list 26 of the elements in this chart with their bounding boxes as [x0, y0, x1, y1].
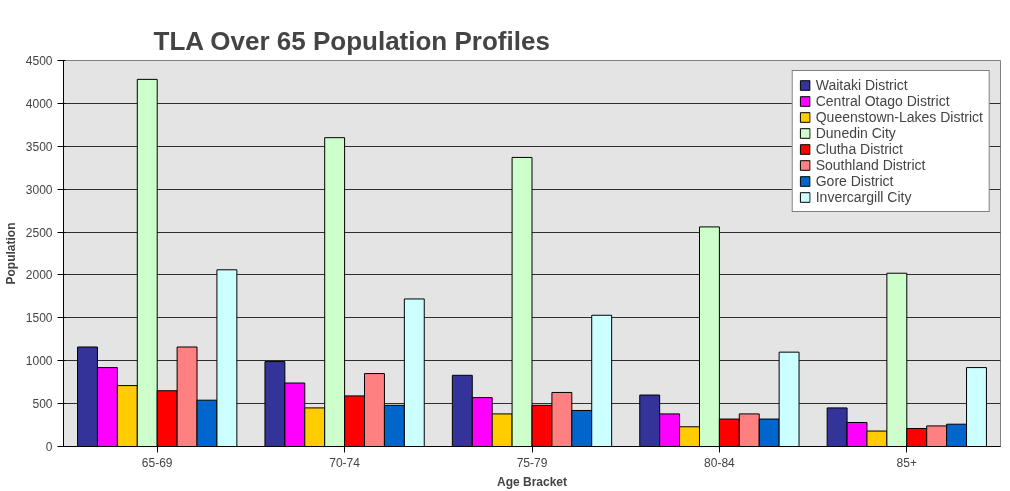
legend-label: Clutha District	[815, 141, 903, 157]
x-tick-label: 70-74	[329, 455, 361, 470]
y-tick-label: 1000	[25, 354, 53, 369]
y-tick-label: 4500	[25, 54, 53, 68]
legend-label: Central Otago District	[815, 93, 950, 109]
y-tick-label: 3000	[25, 182, 53, 197]
x-tick-label: 85+	[896, 455, 917, 470]
x-tick-label: 80-84	[704, 455, 736, 470]
x-tick-label: 75-79	[516, 455, 548, 470]
y-tick-label: 2000	[25, 268, 53, 283]
y-tick-label: 2500	[25, 225, 53, 240]
chart-title: TLA Over 65 Population Profiles	[153, 25, 550, 56]
y-tick-label: 500	[32, 397, 53, 412]
legend-label: Waitaki District	[815, 77, 908, 93]
legend-label: Gore District	[815, 173, 894, 189]
legend-label: Invercargill City	[815, 189, 912, 205]
legend-label: Dunedin City	[815, 125, 896, 141]
y-tick-label: 3500	[25, 139, 53, 154]
legend-label: Queenstown-Lakes District	[815, 109, 983, 125]
x-axis-title: Age Bracket	[496, 474, 568, 489]
x-tick-label: 65-69	[141, 455, 173, 470]
y-axis-title: Population	[3, 222, 18, 285]
legend-label: Southland District	[815, 157, 926, 173]
y-tick-label: 4000	[25, 96, 53, 111]
y-tick-label: 0	[45, 440, 53, 454]
y-tick-label: 1500	[25, 311, 53, 326]
